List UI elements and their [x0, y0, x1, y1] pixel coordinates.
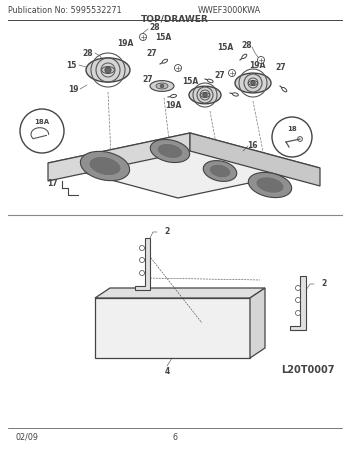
- Text: 27: 27: [143, 74, 153, 83]
- Ellipse shape: [189, 86, 221, 104]
- Polygon shape: [135, 238, 150, 290]
- Text: 27: 27: [276, 63, 286, 72]
- Circle shape: [140, 246, 145, 251]
- Circle shape: [105, 67, 111, 73]
- Polygon shape: [95, 288, 265, 298]
- Polygon shape: [290, 276, 306, 330]
- Ellipse shape: [157, 144, 183, 159]
- Text: 19A: 19A: [117, 39, 133, 48]
- Ellipse shape: [89, 156, 121, 175]
- Ellipse shape: [102, 67, 114, 73]
- Ellipse shape: [248, 173, 292, 198]
- Circle shape: [295, 298, 301, 303]
- Ellipse shape: [232, 93, 238, 96]
- Circle shape: [140, 34, 147, 40]
- Text: 19A: 19A: [165, 101, 181, 111]
- Text: 2: 2: [321, 280, 327, 289]
- Ellipse shape: [248, 81, 258, 86]
- Text: 27: 27: [215, 71, 225, 79]
- Text: 19: 19: [68, 85, 78, 93]
- Polygon shape: [48, 133, 320, 198]
- Ellipse shape: [150, 81, 174, 92]
- Text: 15A: 15A: [155, 33, 171, 42]
- Circle shape: [229, 69, 236, 77]
- Polygon shape: [48, 133, 190, 181]
- Ellipse shape: [282, 87, 287, 92]
- Circle shape: [295, 285, 301, 290]
- Circle shape: [272, 117, 312, 157]
- Text: TOP/DRAWER: TOP/DRAWER: [141, 14, 209, 23]
- Text: 4: 4: [164, 367, 170, 376]
- Ellipse shape: [203, 161, 237, 181]
- Text: 02/09: 02/09: [15, 433, 38, 442]
- Circle shape: [251, 81, 255, 85]
- Text: WWEF3000KWA: WWEF3000KWA: [198, 6, 261, 15]
- Circle shape: [295, 310, 301, 315]
- Ellipse shape: [201, 92, 210, 97]
- Circle shape: [140, 257, 145, 262]
- Text: 15A: 15A: [182, 77, 198, 87]
- Bar: [95, 298, 250, 358]
- Text: 27: 27: [147, 48, 157, 58]
- Ellipse shape: [209, 164, 231, 178]
- Text: 19A: 19A: [249, 61, 265, 69]
- Text: 15: 15: [66, 61, 76, 69]
- Text: 28: 28: [83, 48, 93, 58]
- Text: 18: 18: [287, 126, 297, 132]
- Text: 18A: 18A: [34, 119, 50, 125]
- Ellipse shape: [162, 59, 168, 63]
- Text: 16: 16: [247, 140, 257, 149]
- Circle shape: [258, 57, 265, 63]
- Ellipse shape: [156, 83, 168, 89]
- Circle shape: [140, 270, 145, 275]
- Text: L20T0007: L20T0007: [281, 365, 335, 375]
- Polygon shape: [250, 288, 265, 358]
- Ellipse shape: [208, 79, 213, 82]
- Text: 28: 28: [150, 24, 160, 33]
- Circle shape: [160, 84, 164, 88]
- Text: Publication No: 5995532271: Publication No: 5995532271: [8, 6, 122, 15]
- Ellipse shape: [170, 95, 176, 97]
- Circle shape: [203, 93, 207, 97]
- Text: 6: 6: [173, 433, 177, 442]
- Ellipse shape: [150, 140, 190, 163]
- Circle shape: [175, 64, 182, 72]
- Ellipse shape: [242, 54, 247, 58]
- Text: 17: 17: [47, 178, 57, 188]
- Ellipse shape: [80, 151, 130, 181]
- Circle shape: [20, 109, 64, 153]
- Ellipse shape: [86, 58, 130, 82]
- Ellipse shape: [235, 73, 271, 93]
- Text: 28: 28: [242, 42, 252, 50]
- Ellipse shape: [256, 177, 284, 193]
- Text: 2: 2: [164, 227, 170, 236]
- Text: 15A: 15A: [217, 43, 233, 52]
- Polygon shape: [190, 133, 320, 186]
